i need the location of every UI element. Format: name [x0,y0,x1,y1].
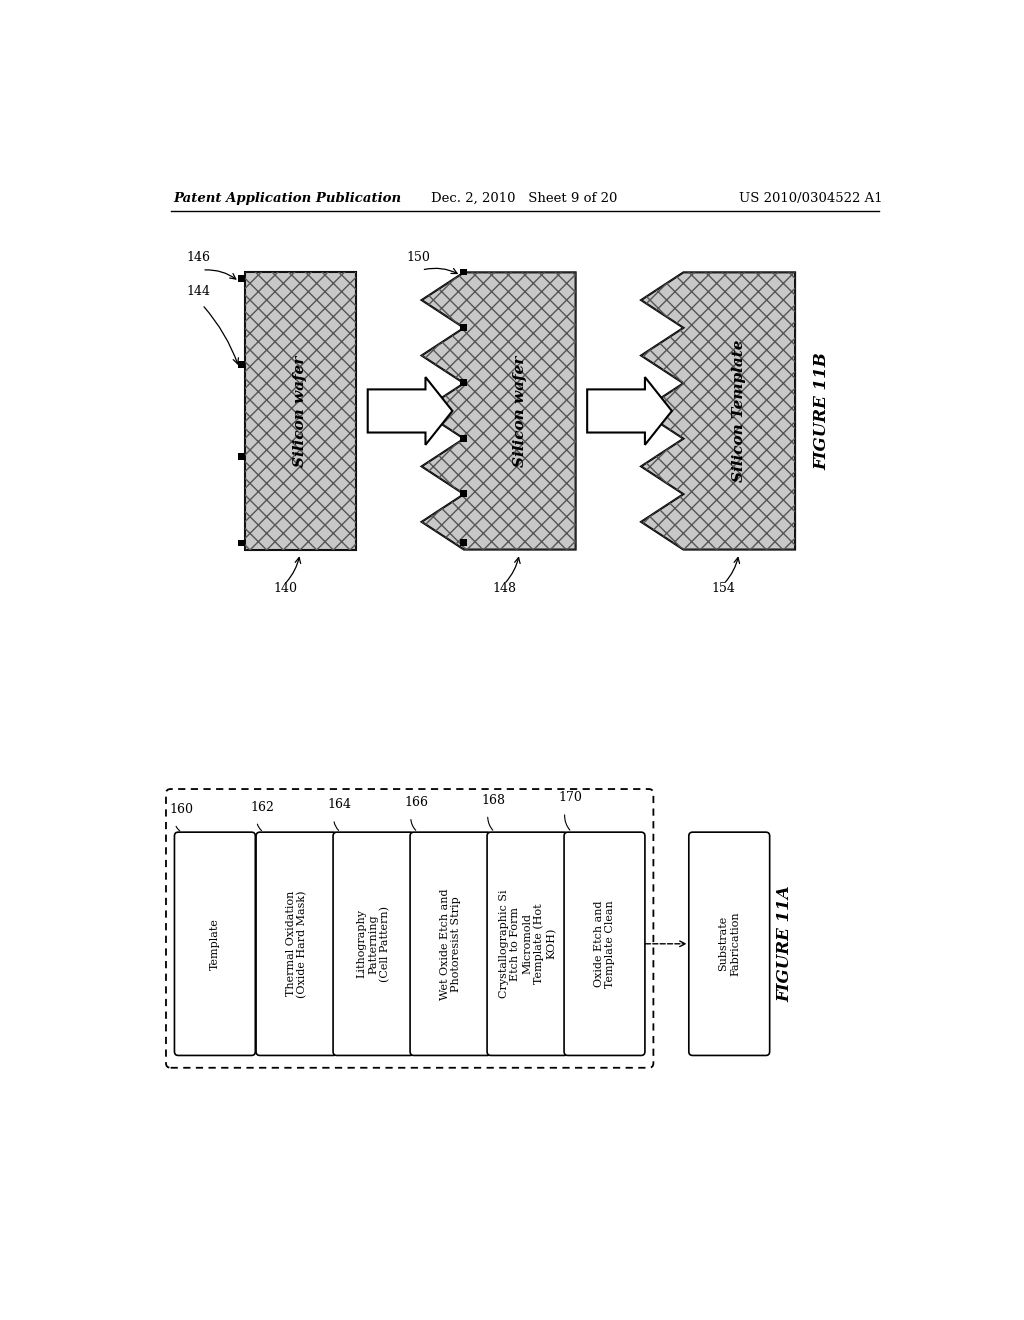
Text: Lithography
Patterning
(Cell Pattern): Lithography Patterning (Cell Pattern) [356,906,390,982]
FancyBboxPatch shape [256,832,337,1056]
Text: Oxide Etch and
Template Clean: Oxide Etch and Template Clean [594,900,615,987]
Text: 150: 150 [407,251,430,264]
Text: 140: 140 [273,582,297,595]
Polygon shape [245,272,356,549]
Bar [460,539,467,545]
Text: FIGURE 11B: FIGURE 11B [813,352,830,470]
Text: 166: 166 [404,796,429,809]
Polygon shape [641,272,795,549]
Text: 160: 160 [169,803,194,816]
FancyBboxPatch shape [689,832,770,1056]
FancyBboxPatch shape [333,832,414,1056]
Text: Silicon wafer: Silicon wafer [293,355,307,466]
Text: Crystallographic Si
Etch to Form
Micromold
Template (Hot
KOH): Crystallographic Si Etch to Form Micromo… [499,890,556,998]
Bar [460,323,467,331]
Bar [238,275,245,281]
Text: Silicon wafer: Silicon wafer [513,355,526,466]
Text: Patent Application Publication: Patent Application Publication [174,191,401,205]
Text: US 2010/0304522 A1: US 2010/0304522 A1 [739,191,883,205]
Bar [460,379,467,387]
Text: Wet Oxide Etch and
Photoresist Strip: Wet Oxide Etch and Photoresist Strip [439,888,461,999]
Text: Thermal Oxidation
(Oxide Hard Mask): Thermal Oxidation (Oxide Hard Mask) [286,890,307,998]
Polygon shape [368,378,453,445]
Text: 162: 162 [251,801,274,813]
Bar [460,490,467,498]
Text: Substrate
Fabrication: Substrate Fabrication [719,912,740,975]
Text: Dec. 2, 2010   Sheet 9 of 20: Dec. 2, 2010 Sheet 9 of 20 [431,191,617,205]
FancyBboxPatch shape [410,832,490,1056]
Bar [238,453,245,461]
FancyBboxPatch shape [564,832,645,1056]
Text: 154: 154 [712,582,736,595]
FancyBboxPatch shape [487,832,568,1056]
Text: 168: 168 [481,793,506,807]
Polygon shape [587,378,672,445]
Text: 146: 146 [186,251,211,264]
Bar [238,360,245,368]
Text: 148: 148 [493,582,516,595]
Bar [460,268,467,276]
FancyBboxPatch shape [174,832,255,1056]
Polygon shape [422,272,575,549]
Text: Template: Template [210,917,220,970]
Text: 164: 164 [328,799,351,812]
Text: 144: 144 [186,285,211,298]
Text: FIGURE 11A: FIGURE 11A [776,886,794,1002]
Text: Silicon Template: Silicon Template [732,339,746,482]
Bar [460,434,467,442]
Text: 170: 170 [559,792,583,804]
Bar [238,540,245,546]
